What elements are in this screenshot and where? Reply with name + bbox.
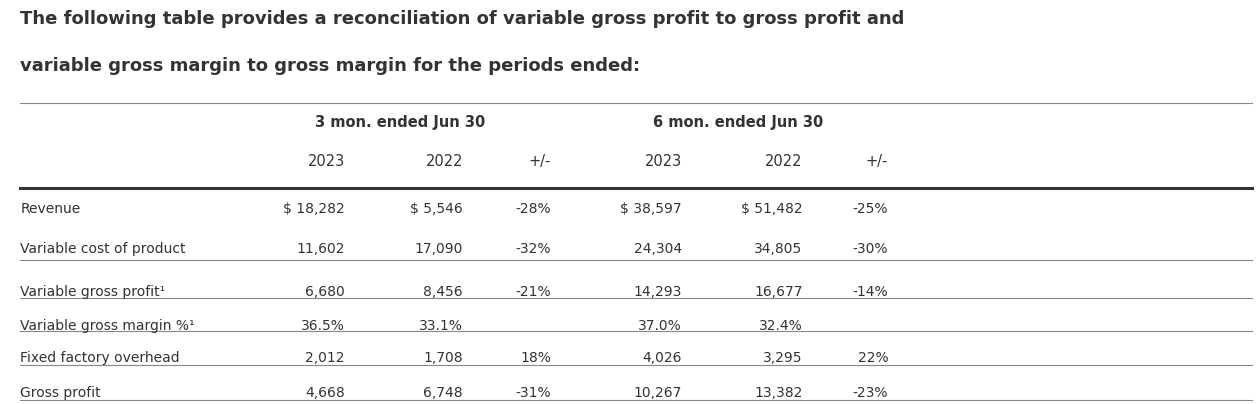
Text: -32%: -32%	[516, 242, 551, 257]
Text: 36.5%: 36.5%	[301, 319, 345, 333]
Text: 4,026: 4,026	[643, 351, 682, 366]
Text: $ 51,482: $ 51,482	[741, 202, 803, 216]
Text: Variable cost of product: Variable cost of product	[20, 242, 186, 257]
Text: 6 mon. ended Jun 30: 6 mon. ended Jun 30	[653, 115, 824, 130]
Text: 32.4%: 32.4%	[759, 319, 803, 333]
Text: 14,293: 14,293	[634, 285, 682, 299]
Text: $ 38,597: $ 38,597	[620, 202, 682, 216]
Text: 2022: 2022	[425, 154, 463, 169]
Text: 3 mon. ended Jun 30: 3 mon. ended Jun 30	[314, 115, 486, 130]
Text: -30%: -30%	[853, 242, 888, 257]
Text: 6,680: 6,680	[304, 285, 345, 299]
Text: 3,295: 3,295	[764, 351, 803, 366]
Text: $ 18,282: $ 18,282	[283, 202, 345, 216]
Text: 22%: 22%	[858, 351, 888, 366]
Text: 24,304: 24,304	[634, 242, 682, 257]
Text: 2022: 2022	[765, 154, 803, 169]
Text: 16,677: 16,677	[754, 285, 803, 299]
Text: 18%: 18%	[520, 351, 551, 366]
Text: Gross profit: Gross profit	[20, 386, 101, 400]
Text: 2023: 2023	[644, 154, 682, 169]
Text: Variable gross profit¹: Variable gross profit¹	[20, 285, 165, 299]
Text: Revenue: Revenue	[20, 202, 81, 216]
Text: The following table provides a reconciliation of variable gross profit to gross : The following table provides a reconcili…	[20, 10, 905, 28]
Text: -23%: -23%	[853, 386, 888, 400]
Text: Fixed factory overhead: Fixed factory overhead	[20, 351, 180, 366]
Text: 1,708: 1,708	[424, 351, 463, 366]
Text: 10,267: 10,267	[634, 386, 682, 400]
Text: variable gross margin to gross margin for the periods ended:: variable gross margin to gross margin fo…	[20, 57, 640, 76]
Text: 2,012: 2,012	[306, 351, 345, 366]
Text: 37.0%: 37.0%	[638, 319, 682, 333]
Text: -28%: -28%	[516, 202, 551, 216]
Text: 17,090: 17,090	[415, 242, 463, 257]
Text: 6,748: 6,748	[424, 386, 463, 400]
Text: Variable gross margin %¹: Variable gross margin %¹	[20, 319, 195, 333]
Text: 8,456: 8,456	[424, 285, 463, 299]
Text: 11,602: 11,602	[296, 242, 345, 257]
Text: 34,805: 34,805	[755, 242, 803, 257]
Text: -25%: -25%	[853, 202, 888, 216]
Text: -21%: -21%	[516, 285, 551, 299]
Text: 2023: 2023	[307, 154, 345, 169]
Text: 4,668: 4,668	[304, 386, 345, 400]
Text: 33.1%: 33.1%	[419, 319, 463, 333]
Text: +/-: +/-	[528, 154, 551, 169]
Text: 13,382: 13,382	[755, 386, 803, 400]
Text: -31%: -31%	[516, 386, 551, 400]
Text: -14%: -14%	[853, 285, 888, 299]
Text: $ 5,546: $ 5,546	[410, 202, 463, 216]
Text: +/-: +/-	[866, 154, 888, 169]
